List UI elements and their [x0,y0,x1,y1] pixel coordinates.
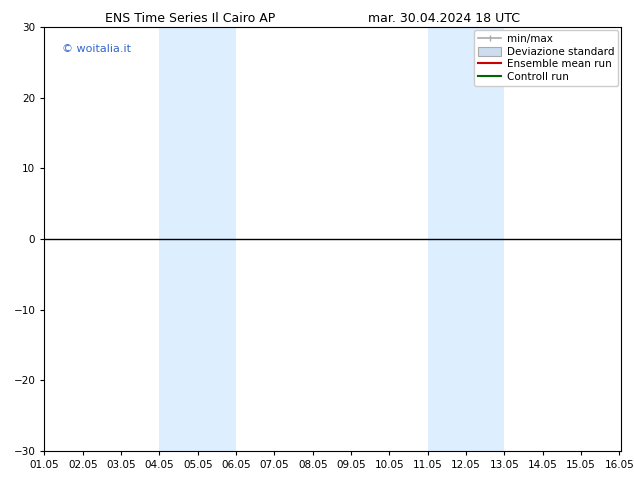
Text: © woitalia.it: © woitalia.it [61,44,131,54]
Bar [159,27,236,451]
Text: mar. 30.04.2024 18 UTC: mar. 30.04.2024 18 UTC [368,12,520,25]
Bar [428,27,505,451]
Legend: min/max, Deviazione standard, Ensemble mean run, Controll run: min/max, Deviazione standard, Ensemble m… [474,30,618,86]
Text: ENS Time Series Il Cairo AP: ENS Time Series Il Cairo AP [105,12,275,25]
